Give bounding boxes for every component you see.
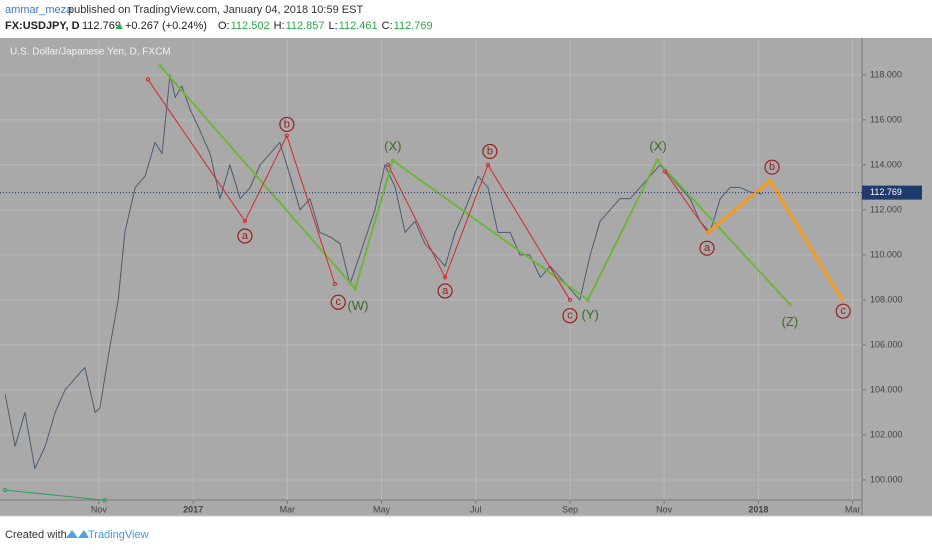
wave-point bbox=[787, 302, 793, 307]
wave-label: (Y) bbox=[582, 307, 599, 322]
wave-point bbox=[158, 63, 163, 69]
chart-pane bbox=[0, 38, 932, 516]
wave-point bbox=[567, 297, 573, 303]
ohlc-value: 112.461 bbox=[339, 20, 378, 32]
price-line bbox=[664, 171, 709, 233]
y-tick-label: 108.000 bbox=[870, 294, 903, 304]
change: +0.267 (+0.24%) bbox=[125, 20, 207, 32]
symbol: FX:USDJPY, D bbox=[5, 20, 80, 32]
y-tick-label: 102.000 bbox=[870, 429, 903, 439]
ohlc-value: 112.502 bbox=[231, 20, 270, 32]
wave-circle bbox=[437, 283, 453, 299]
x-tick-label: Sep bbox=[562, 504, 578, 514]
wave-point bbox=[386, 162, 391, 168]
logo bbox=[66, 530, 89, 538]
y-tick-label: 114.000 bbox=[870, 159, 902, 169]
wave-circle bbox=[482, 143, 498, 160]
wave-label: a bbox=[242, 230, 249, 242]
wave-point bbox=[242, 219, 248, 224]
wave-point bbox=[102, 498, 107, 503]
wave-label: b bbox=[284, 118, 290, 130]
wave-point bbox=[3, 487, 8, 493]
ohlc-key: H: bbox=[274, 20, 285, 32]
price-axis bbox=[862, 38, 932, 516]
footer-brand[interactable]: TradingView bbox=[88, 529, 149, 541]
wave-circle bbox=[835, 303, 851, 319]
price-line bbox=[387, 164, 571, 301]
x-tick-label: May bbox=[373, 504, 391, 514]
x-tick-label: Nov bbox=[656, 504, 673, 514]
wave-label: a bbox=[442, 285, 449, 297]
footer-created: Created with bbox=[5, 529, 67, 541]
x-tick-label: Mar bbox=[280, 504, 296, 514]
wave-label: c bbox=[335, 296, 341, 308]
wave-point bbox=[284, 133, 289, 138]
y-tick-label: 112.000 bbox=[870, 204, 902, 214]
wave-circle bbox=[237, 228, 253, 244]
last-price-box bbox=[862, 185, 922, 200]
price-line bbox=[4, 74, 763, 470]
ohlc-value: 112.857 bbox=[286, 20, 325, 32]
wave-point bbox=[585, 297, 590, 303]
user[interactable]: ammar_meza bbox=[5, 4, 73, 16]
x-tick-label: Nov bbox=[91, 504, 108, 514]
y-tick-label: 116.000 bbox=[870, 114, 902, 124]
ohlc-key: O: bbox=[218, 20, 230, 32]
arrow: ▲ bbox=[114, 20, 125, 32]
wave-point bbox=[443, 275, 448, 280]
y-tick-label: 104.000 bbox=[870, 384, 903, 394]
y-tick-label: 100.000 bbox=[870, 474, 903, 484]
wave-label: (Z) bbox=[782, 314, 799, 329]
x-tick-label: 2017 bbox=[183, 504, 203, 514]
wave-label: (X) bbox=[649, 138, 666, 153]
y-tick-label: 106.000 bbox=[870, 339, 903, 349]
y-tick-label: 118.000 bbox=[870, 69, 902, 79]
price-line bbox=[147, 79, 336, 285]
price-line bbox=[5, 489, 105, 501]
wave-label: b bbox=[769, 161, 775, 173]
ohlc-key: C: bbox=[382, 20, 393, 32]
price-line bbox=[159, 65, 791, 306]
wave-point bbox=[768, 178, 773, 183]
wave-label: c bbox=[567, 310, 573, 322]
wave-point bbox=[663, 169, 668, 174]
wave-point bbox=[353, 286, 358, 291]
wave-point bbox=[654, 158, 660, 163]
wave-circle bbox=[562, 308, 578, 324]
ohlc-key: L: bbox=[329, 20, 338, 32]
wave-circle bbox=[699, 240, 715, 256]
chart-title: U.S. Dollar/Japanese Yen, D, FXCM bbox=[10, 47, 171, 58]
wave-point bbox=[332, 282, 338, 287]
price: 112.769 bbox=[82, 20, 121, 32]
x-tick-label: Mar bbox=[845, 504, 861, 514]
wave-point bbox=[705, 230, 711, 235]
last-price-label: 112.769 bbox=[870, 187, 902, 197]
wave-circle bbox=[764, 159, 780, 175]
ohlc-value: 112.769 bbox=[394, 20, 433, 32]
wave-label: c bbox=[840, 305, 846, 317]
wave-point bbox=[145, 77, 151, 82]
wave-circle bbox=[330, 294, 346, 310]
wave-label: (X) bbox=[384, 138, 401, 153]
x-tick-label: 2018 bbox=[748, 504, 768, 514]
price-line bbox=[707, 179, 844, 301]
x-tick-label: Jul bbox=[470, 504, 482, 514]
wave-point bbox=[485, 162, 491, 168]
wave-label: (W) bbox=[348, 298, 369, 313]
wave-label: b bbox=[487, 145, 493, 157]
wave-point bbox=[390, 158, 395, 163]
wave-label: a bbox=[704, 242, 711, 254]
y-tick-label: 110.000 bbox=[870, 249, 902, 259]
wave-circle bbox=[279, 116, 295, 133]
wave-point bbox=[840, 297, 845, 303]
published: published on TradingView.com, January 04… bbox=[68, 4, 363, 16]
